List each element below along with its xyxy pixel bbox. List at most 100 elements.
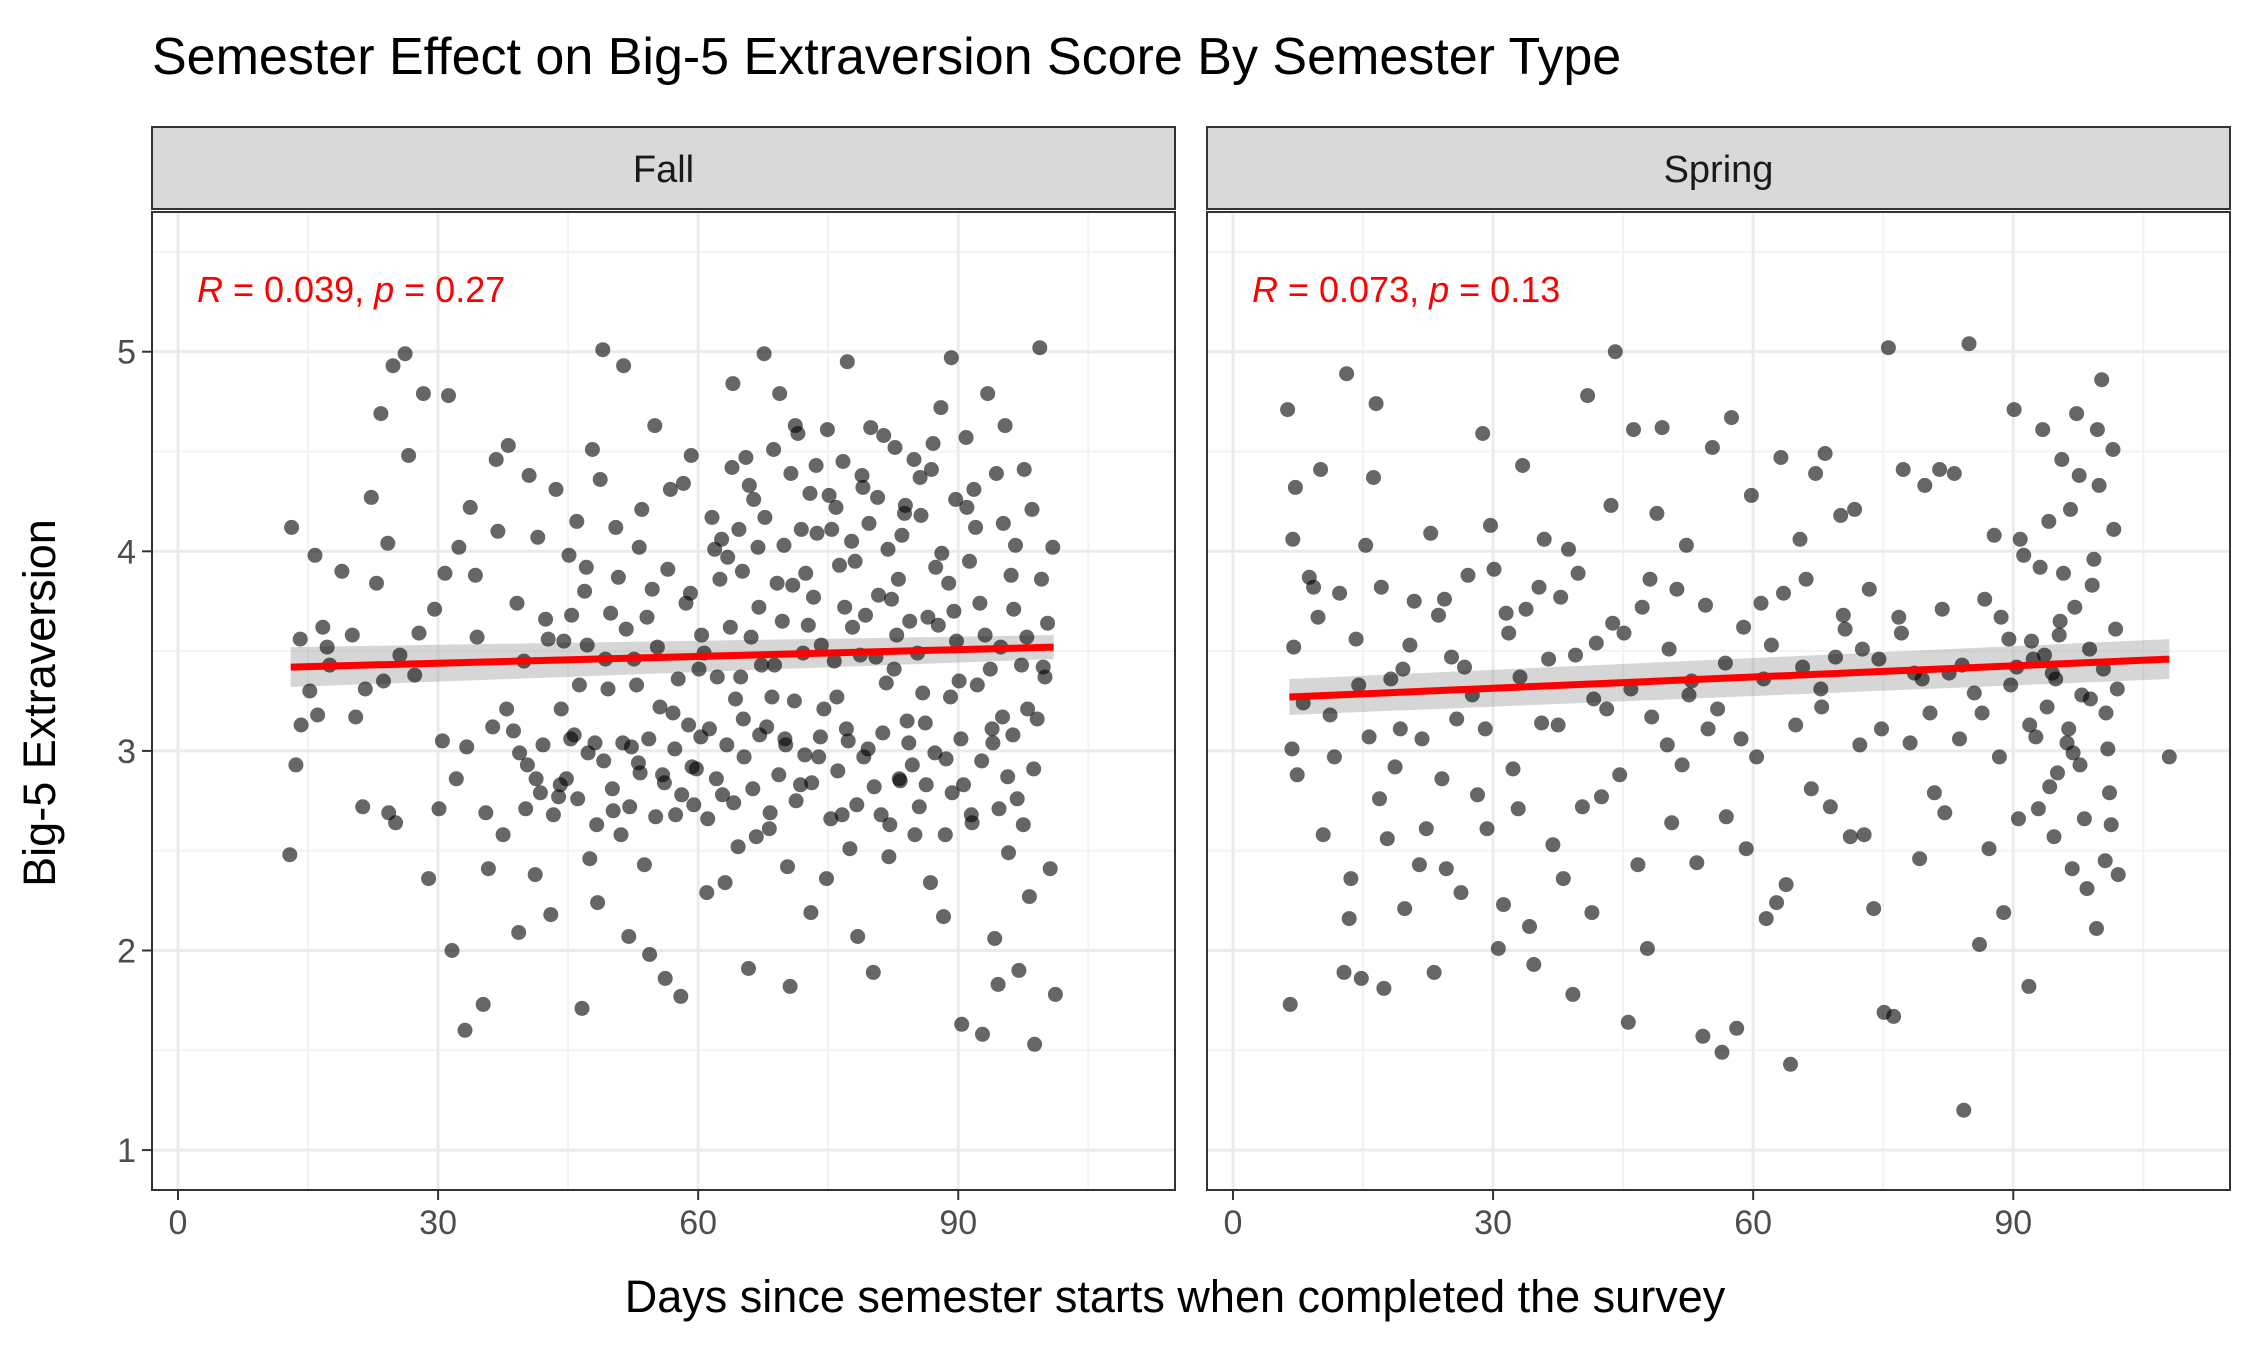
data-point <box>1032 340 1048 356</box>
data-point <box>1700 721 1716 737</box>
data-point <box>2091 477 2107 493</box>
data-point <box>788 793 804 809</box>
data-point <box>1788 717 1804 733</box>
data-point <box>1438 861 1454 877</box>
data-point <box>1704 440 1720 455</box>
data-point <box>972 595 988 611</box>
data-point <box>771 767 787 783</box>
data-point <box>580 745 596 761</box>
data-point <box>2016 547 2032 563</box>
data-point <box>480 861 496 877</box>
data-point <box>681 717 697 733</box>
data-point <box>532 785 548 801</box>
data-point <box>1315 827 1331 843</box>
data-point <box>1717 655 1733 671</box>
data-point <box>2072 757 2088 773</box>
data-point <box>1042 861 1058 877</box>
data-point <box>673 988 689 1004</box>
data-point <box>750 539 766 555</box>
data-point <box>1773 450 1789 465</box>
data-point <box>616 358 632 374</box>
major-gridlines <box>1207 212 2230 1190</box>
data-point <box>811 749 827 765</box>
data-point <box>798 565 814 581</box>
data-point <box>373 406 389 422</box>
data-point <box>2039 699 2055 715</box>
data-point <box>757 509 773 525</box>
fit-line <box>1289 655 2170 701</box>
panel-spring: R = 0.073, p = 0.13 Spring 0 30 60 90 <box>1206 126 2231 1242</box>
data-point <box>1423 525 1439 541</box>
p-symbol: p <box>373 269 394 310</box>
data-point <box>726 795 742 811</box>
data-point <box>590 895 606 911</box>
data-point <box>1008 537 1023 553</box>
data-point <box>2086 551 2102 567</box>
data-point <box>1977 591 1993 607</box>
data-points <box>282 340 1063 1052</box>
data-point <box>427 601 443 617</box>
p-value: = 0.27 <box>394 269 505 310</box>
data-point <box>421 871 437 887</box>
data-point <box>1310 609 1326 625</box>
data-point <box>1040 615 1056 631</box>
data-point <box>1835 607 1851 623</box>
data-point <box>1718 809 1734 825</box>
data-point <box>861 515 877 531</box>
data-point <box>937 827 953 843</box>
data-point <box>584 442 600 457</box>
data-point <box>648 809 664 825</box>
data-point <box>1402 637 1418 653</box>
data-point <box>675 475 691 491</box>
x-tick-label: 0 <box>169 1204 188 1242</box>
data-point <box>475 996 491 1012</box>
data-point <box>941 575 957 591</box>
data-point <box>1776 585 1791 601</box>
data-point <box>2051 627 2067 643</box>
data-point <box>1792 531 1808 547</box>
data-point <box>2048 671 2064 687</box>
panel-background <box>1207 212 2230 1190</box>
data-point <box>1871 651 1887 667</box>
data-point <box>917 715 933 731</box>
data-point <box>512 745 528 761</box>
data-point <box>1874 721 1889 737</box>
data-point <box>2069 406 2085 422</box>
data-point <box>911 799 927 815</box>
data-point <box>1553 589 1569 605</box>
data-point <box>904 757 920 773</box>
data-point <box>457 1022 473 1038</box>
data-point <box>930 617 946 633</box>
data-point <box>1866 901 1882 917</box>
data-point <box>441 388 456 404</box>
data-point <box>629 677 645 693</box>
data-point <box>912 470 928 485</box>
data-point <box>1926 785 1942 801</box>
correlation-label: R = 0.039, p = 0.27 <box>197 269 505 310</box>
y-tick-label: 5 <box>117 334 136 372</box>
data-point <box>2056 565 2071 581</box>
data-point <box>894 527 910 543</box>
data-point <box>302 683 318 699</box>
data-point <box>582 851 598 867</box>
data-point <box>988 466 1004 481</box>
data-point <box>1322 707 1338 723</box>
data-point <box>401 448 417 463</box>
data-point <box>605 803 621 819</box>
data-point <box>1536 531 1552 547</box>
panel-border <box>151 211 1176 1191</box>
data-point <box>2106 521 2122 537</box>
data-point <box>751 599 767 615</box>
data-point <box>2022 717 2038 733</box>
data-point <box>1016 462 1032 477</box>
data-point <box>804 775 820 791</box>
data-point <box>2003 677 2019 693</box>
data-point <box>348 709 364 725</box>
data-point <box>865 964 881 980</box>
data-point <box>943 350 959 366</box>
data-point <box>717 875 733 891</box>
data-point <box>2102 785 2117 801</box>
data-points <box>1280 336 2177 1118</box>
data-point <box>2028 729 2044 745</box>
data-point <box>954 1016 970 1032</box>
